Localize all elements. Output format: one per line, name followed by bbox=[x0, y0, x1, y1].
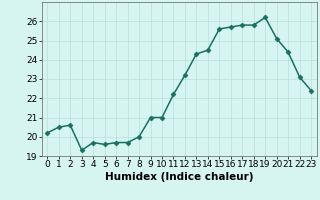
X-axis label: Humidex (Indice chaleur): Humidex (Indice chaleur) bbox=[105, 172, 253, 182]
